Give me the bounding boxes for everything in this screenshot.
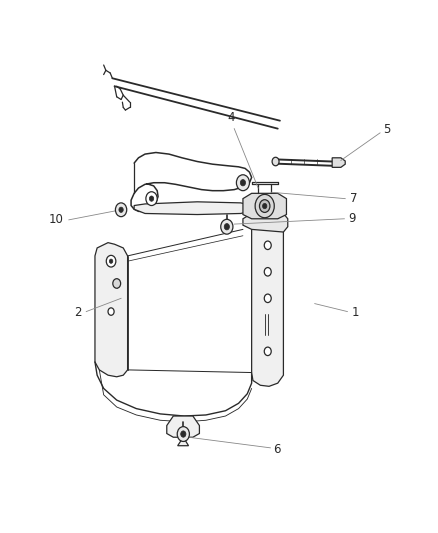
Text: 10: 10 — [49, 213, 64, 227]
Circle shape — [181, 431, 186, 437]
Polygon shape — [95, 243, 127, 377]
Circle shape — [259, 200, 270, 213]
Circle shape — [113, 279, 120, 288]
Text: 9: 9 — [349, 212, 356, 225]
Circle shape — [264, 241, 271, 249]
Text: 5: 5 — [384, 123, 391, 136]
Polygon shape — [332, 158, 345, 167]
Circle shape — [116, 203, 127, 216]
Circle shape — [146, 192, 157, 206]
Polygon shape — [252, 223, 283, 386]
Polygon shape — [243, 193, 286, 219]
Circle shape — [224, 223, 230, 230]
Circle shape — [264, 268, 271, 276]
Circle shape — [272, 157, 279, 166]
Text: 7: 7 — [350, 192, 357, 205]
Polygon shape — [243, 214, 288, 232]
Text: 4: 4 — [227, 111, 235, 124]
Circle shape — [106, 255, 116, 267]
Circle shape — [110, 259, 113, 263]
Circle shape — [264, 347, 271, 356]
Circle shape — [149, 196, 154, 201]
Text: 6: 6 — [273, 443, 281, 456]
Polygon shape — [134, 202, 252, 215]
Circle shape — [240, 180, 246, 186]
Polygon shape — [178, 437, 188, 446]
Circle shape — [255, 195, 274, 217]
Text: 2: 2 — [74, 306, 82, 319]
Circle shape — [262, 204, 267, 209]
Circle shape — [119, 207, 123, 213]
Circle shape — [264, 294, 271, 303]
Circle shape — [237, 175, 250, 191]
Text: 1: 1 — [352, 306, 359, 319]
Polygon shape — [167, 416, 199, 437]
Circle shape — [177, 426, 189, 441]
Circle shape — [221, 219, 233, 234]
Circle shape — [108, 308, 114, 316]
